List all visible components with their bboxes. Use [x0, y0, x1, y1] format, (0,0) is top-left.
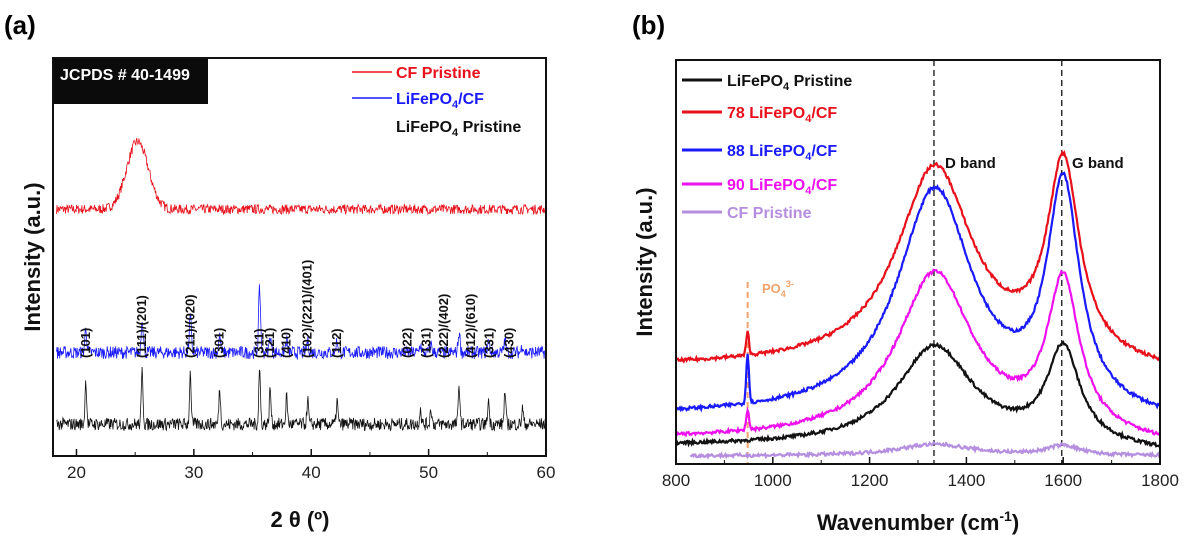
reflection-label: (022) — [400, 328, 415, 358]
jcpds-box — [53, 58, 208, 104]
reflection-label: (121) — [262, 328, 277, 358]
d-band-label: D band — [945, 155, 996, 172]
reflection-label: (102)/(221)/(401) — [300, 260, 315, 358]
panel-a-label: (a) — [4, 10, 36, 40]
x-tick-label-a: 50 — [419, 463, 438, 482]
series-b-4 — [689, 440, 1161, 460]
x-tick-label-a: 30 — [184, 463, 203, 482]
reflection-label: (410) — [279, 328, 294, 358]
panel-a-x-ticks: 20 30 40 50 60 — [67, 449, 555, 482]
x-tick-label-b: 1800 — [1141, 471, 1179, 490]
panel-a-legend: CF Pristine LiFePO4/CF LiFePO4 Pristine — [352, 65, 521, 139]
panel-a-frame — [52, 57, 547, 457]
reflection-label: (430) — [502, 328, 517, 358]
reflection-label: (311) — [252, 328, 267, 358]
series-a-1 — [56, 284, 546, 361]
legend-lifepo4-pristine: LiFePO4 Pristine — [396, 119, 521, 139]
legend-cf-pristine: CF Pristine — [396, 65, 481, 82]
reflection-label: (101) — [78, 328, 93, 358]
panel-a-series — [56, 137, 546, 432]
panel-b-series — [674, 149, 1161, 460]
legend-b-78: 78 LiFePO4/CF — [727, 105, 837, 125]
panel-a-reflections: (101) (111)/(201) (211)/(020) (301) (311)(12… — [78, 260, 517, 358]
panel-b-reference-lines — [746, 60, 1063, 464]
series-b-2 — [675, 171, 1161, 413]
series-b-3 — [675, 268, 1161, 438]
reflection-label: (131) — [418, 328, 433, 358]
series-b-0 — [674, 340, 1161, 448]
x-tick-label-a: 20 — [67, 463, 86, 482]
x-tick-label-b: 1200 — [851, 471, 889, 490]
x-tick-label-b: 1000 — [754, 471, 792, 490]
g-band-label: G band — [1072, 155, 1124, 172]
legend-b-cf-pristine: CF Pristine — [727, 205, 812, 222]
reflection-label: (222)/(402) — [436, 294, 451, 358]
series-b-1 — [675, 149, 1161, 364]
jcpds-annotation: JCPDS # 40-1499 — [60, 67, 190, 84]
reflection-label: (111)/(201) — [134, 295, 149, 358]
po4-label: PO43- — [762, 279, 794, 299]
x-tick-label-b: 800 — [662, 471, 690, 490]
panel-b-label: (b) — [632, 10, 665, 40]
panel-a-x-label: 2 θ (º) — [270, 507, 329, 532]
x-tick-label-b: 1400 — [947, 471, 985, 490]
reflection-label: (301) — [212, 328, 227, 358]
series-a-0 — [56, 137, 546, 216]
legend-b-88: 88 LiFePO4/CF — [727, 143, 837, 163]
panel-a: (a) JCPDS # 40-1499 (101) (111)/(201) (211… — [4, 10, 555, 532]
reflection-label: (331) — [482, 328, 497, 358]
panel-b-legend: LiFePO4 Pristine 78 LiFePO4/CF 88 LiFePO… — [682, 73, 852, 222]
panel-b-y-label: Intensity (a.u.) — [632, 187, 657, 336]
panel-b-x-ticks: 800 1000 1200 1400 1600 1800 — [662, 457, 1179, 490]
x-tick-label-a: 60 — [537, 463, 556, 482]
reflection-label: (412)/(610) — [463, 294, 478, 358]
legend-b-90: 90 LiFePO4/CF — [727, 177, 837, 197]
reflection-label: (112) — [329, 328, 344, 358]
legend-lifepo4-cf: LiFePO4/CF — [396, 91, 484, 111]
series-a-2 — [56, 366, 546, 432]
x-tick-label-a: 40 — [302, 463, 321, 482]
panel-a-y-label: Intensity (a.u.) — [20, 182, 45, 331]
reflection-label: (211)/(020) — [182, 294, 197, 358]
panel-b-x-label: Wavenumber (cm-1) — [817, 508, 1019, 535]
x-tick-label-b: 1600 — [1044, 471, 1082, 490]
panel-b: (b) 800 1000 1200 1400 1600 1800 D band G ban… — [632, 10, 1179, 535]
legend-b-lifepo4-pristine: LiFePO4 Pristine — [727, 73, 852, 93]
